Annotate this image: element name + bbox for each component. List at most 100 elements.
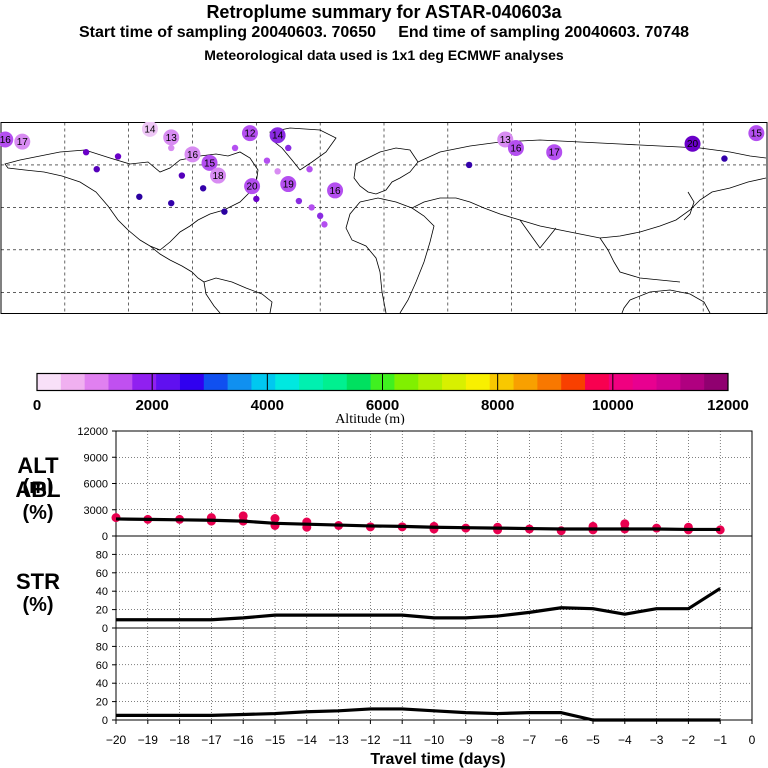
y-tick-label: 0: [102, 715, 108, 727]
colorbar-cell: [465, 373, 491, 391]
time-series-panels: 030006000900012000ALT(m)020406080ABL(%)0…: [15, 426, 755, 768]
day-marker: 13: [163, 129, 180, 146]
colorbar-cell: [632, 373, 658, 391]
y-tick-label: 80: [96, 641, 108, 653]
y-tick-label: 0: [102, 531, 108, 543]
day-marker-circle: [14, 133, 31, 150]
colorbar-cell: [108, 373, 133, 391]
x-tick-label: −2: [682, 733, 696, 747]
day-marker: 20: [244, 178, 261, 195]
day-marker-label: 15: [204, 158, 216, 169]
colorbar-cell: [537, 373, 562, 391]
trajectory-dot: [465, 161, 473, 169]
trajectory-dot: [168, 144, 175, 152]
day-marker-circle: [748, 125, 765, 142]
colorbar-cell: [561, 373, 586, 391]
day-marker-circle: [241, 125, 258, 142]
x-tick-label: −1: [713, 733, 727, 747]
x-tick-label: −8: [491, 733, 505, 747]
trajectory-dot: [231, 144, 239, 152]
colorbar-label: Altitude (m): [335, 412, 405, 425]
day-marker: 16: [327, 182, 344, 199]
panel-ylabel-unit: (%): [22, 594, 53, 616]
y-tick-label: 60: [96, 568, 108, 580]
day-marker: 17: [546, 144, 563, 161]
x-tick-label: −12: [360, 733, 381, 747]
panel-area: 030006000900012000ALT(m)020406080ABL(%)0…: [15, 426, 755, 768]
day-marker-label: 19: [283, 180, 295, 191]
altitude-colorbar: 0 2000 4000 6000 8000 10000 12000 Altitude (m): [33, 372, 749, 425]
colorbar-cell: [132, 373, 157, 391]
trajectory-dot: [263, 157, 271, 164]
trajectory-dot: [114, 153, 122, 160]
day-marker-circle: [269, 127, 286, 144]
x-tick-label: −14: [297, 733, 318, 747]
x-tick-label: −13: [328, 733, 349, 747]
colorbar-cell: [275, 373, 300, 391]
colorbar-cell: [156, 373, 181, 391]
series-line: [116, 707, 721, 722]
altitude-sample-dot: [270, 514, 280, 523]
colorbar-cell: [680, 373, 705, 391]
trajectory-dots: [82, 144, 728, 228]
end-time-label: End time of sampling 20040603. 70748: [398, 24, 690, 41]
day-marker-label: 14: [144, 124, 156, 135]
colorbar-cell: [346, 373, 372, 391]
day-marker-circle: [163, 129, 180, 146]
day-marker-circle: [327, 182, 344, 199]
panel-ylabel-name: STR: [16, 569, 60, 594]
trajectory-dot: [168, 199, 175, 207]
x-axis-label: Travel time (days): [370, 751, 505, 768]
day-marker-circle: [244, 178, 261, 195]
colorbar-cells: [37, 373, 729, 391]
colorbar-cell: [179, 373, 205, 391]
day-marker: 14: [141, 122, 158, 137]
day-marker-label: 16: [329, 186, 341, 197]
x-tick-label: −15: [265, 733, 286, 747]
colorbar-tick-label: 4000: [251, 397, 284, 414]
x-tick-label: −19: [138, 733, 159, 747]
series-line: [116, 587, 722, 622]
colorbar-cell: [608, 373, 634, 391]
y-tick-label: 9000: [84, 452, 108, 464]
colorbar-cell: [227, 373, 252, 391]
day-marker-circle: [507, 139, 524, 156]
day-marker-label: 12: [244, 129, 256, 140]
day-marker-label: 16: [0, 135, 11, 146]
trajectory-dot: [295, 197, 303, 205]
day-marker-circle: [141, 122, 158, 137]
x-tick-label: 0: [749, 733, 756, 747]
day-marker: 16: [507, 139, 524, 156]
colorbar-tick-labels: 0 2000 4000 6000 8000 10000 12000: [33, 373, 749, 414]
trajectory-dot: [321, 221, 328, 228]
day-marker: 12: [241, 125, 258, 142]
x-tick-label: −5: [586, 733, 600, 747]
day-marker: 18: [210, 167, 227, 184]
colorbar-cell: [251, 373, 276, 391]
trajectory-dot: [178, 172, 186, 179]
day-marker-circle: [0, 131, 14, 148]
x-tick-label: −10: [424, 733, 445, 747]
colorbar-cell: [394, 373, 419, 391]
colorbar-cell: [203, 373, 229, 391]
coastlines: [4, 127, 767, 314]
day-marker-label: 13: [500, 135, 512, 146]
colorbar-cell: [656, 373, 681, 391]
day-marker: 20: [684, 135, 701, 152]
colorbar-tick-label: 10000: [592, 397, 634, 414]
panel-ylabel-name: ABL: [15, 477, 60, 502]
panel-alt: 0 3000 6000 9000 12000 ALT(m): [17, 426, 753, 543]
x-tick-label: −7: [523, 733, 537, 747]
day-marker-circle: [684, 135, 701, 152]
y-tick-label: 20: [96, 605, 108, 617]
day-marker-label: 13: [166, 133, 178, 144]
x-tick-label: −3: [650, 733, 664, 747]
trajectory-dot: [93, 165, 100, 173]
trajectory-dot: [306, 165, 313, 173]
trajectory-dot: [253, 195, 260, 203]
x-axis: −20 −19 −18 −17 −16 −15 −14 −13 −12 −11 −10 −9 −8 −7−…: [106, 720, 756, 768]
x-tick-label: −6: [554, 733, 568, 747]
y-tick-label: 60: [96, 660, 108, 672]
